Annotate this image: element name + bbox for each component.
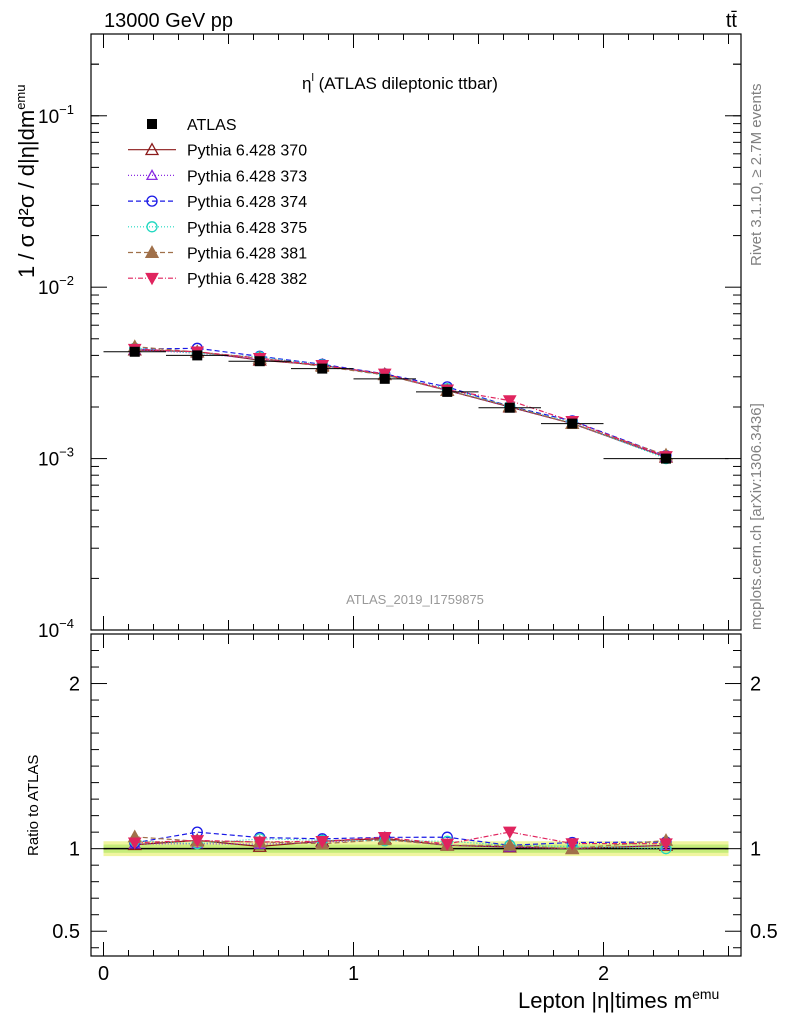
legend-label: Pythia 6.428 373: [187, 168, 307, 185]
main-series-group: [103, 339, 729, 465]
energy-label: 13000 GeV pp: [104, 10, 233, 32]
legend-marker: [145, 169, 159, 181]
data-point: [192, 350, 203, 361]
legend-marker-data: [147, 119, 157, 129]
y-tick-label: 10−4: [38, 616, 74, 642]
series-point-ratio: [440, 838, 455, 851]
series-point-ratio: [502, 837, 517, 851]
mcplots-label: mcplots.cern.ch [arXiv:1306.3436]: [748, 403, 765, 630]
series-point-main: [502, 395, 517, 408]
ratio-plot-frame: [90, 633, 742, 957]
ratio-tick-label-right: 2: [750, 674, 761, 696]
legend-marker: [146, 221, 158, 233]
series-line-main: [134, 349, 667, 458]
series-point-ratio: [127, 837, 142, 850]
series-line-main: [134, 349, 667, 458]
series-line-main: [134, 347, 667, 457]
legend-label: Pythia 6.428 374: [187, 194, 307, 211]
ratio-tick-label-left: 2: [69, 674, 80, 696]
ratio-tick-label-left: 1: [69, 839, 80, 861]
rivet-label: Rivet 3.1.10, ≥ 2.7M events: [748, 84, 765, 267]
plot-title: ηl (ATLAS dileptonic ttbar): [302, 72, 498, 93]
y-tick-label: 10−1: [38, 102, 74, 128]
series-line-main: [134, 347, 667, 460]
legend-marker: [146, 195, 158, 207]
axis-ticks: [91, 34, 741, 956]
data-point: [504, 402, 515, 413]
series-point-ratio: [565, 838, 580, 851]
legend: ATLAS Pythia 6.428 370 Pythia 6.428 373 Pyt…: [128, 117, 307, 288]
legend-label: Pythia 6.428 382: [187, 271, 307, 288]
legend-label: Pythia 6.428 381: [187, 246, 307, 263]
legend-marker: [145, 272, 159, 286]
analysis-label: ATLAS_2019_I1759875: [346, 592, 484, 607]
y-tick-label: 10−2: [38, 273, 74, 299]
series-point-ratio: [190, 835, 205, 848]
data-point: [442, 386, 453, 397]
series-point-ratio: [659, 838, 673, 851]
ratio-tick-label-right: 0.5: [750, 921, 778, 943]
x-tick-label: 2: [598, 963, 609, 985]
x-tick-label: 1: [348, 963, 359, 985]
legend-marker: [144, 142, 160, 156]
data-point: [567, 418, 578, 429]
legend-label: Pythia 6.428 375: [187, 220, 307, 237]
x-axis-label: Lepton |η|times memu: [518, 986, 719, 1013]
series-point-ratio: [315, 835, 330, 849]
series-line-main: [134, 346, 667, 456]
series-line-ratio: [134, 838, 667, 850]
series-point-ratio: [377, 832, 392, 845]
legend-label-data: ATLAS: [187, 117, 237, 134]
axis-tick-labels: 0 1 2 10−1 10−2 10−3 10−4 2 2 1 1 0.5 0.5: [38, 102, 778, 985]
data-point: [254, 356, 265, 367]
legend-marker: [144, 245, 160, 258]
series-point-ratio: [502, 826, 517, 840]
main-plot-frame: [90, 33, 742, 631]
data-point: [317, 363, 328, 374]
legend-label: Pythia 6.428 370: [187, 143, 307, 160]
data-point: [129, 346, 140, 357]
series-line-main: [134, 348, 667, 457]
ratio-series-group: [127, 826, 674, 855]
ratio-tick-label-left: 0.5: [52, 921, 80, 943]
ratio-y-axis-label: Ratio to ATLAS: [25, 755, 42, 856]
ratio-tick-label-right: 1: [750, 839, 761, 861]
process-label: tt̄: [726, 10, 738, 32]
main-y-axis-label: 1 / σ d²σ / d|η|dmemu: [13, 85, 39, 279]
series-point-ratio: [252, 836, 267, 850]
y-tick-label: 10−3: [38, 445, 74, 471]
data-point: [661, 453, 671, 464]
data-point: [379, 373, 390, 384]
x-tick-label: 0: [98, 963, 109, 985]
